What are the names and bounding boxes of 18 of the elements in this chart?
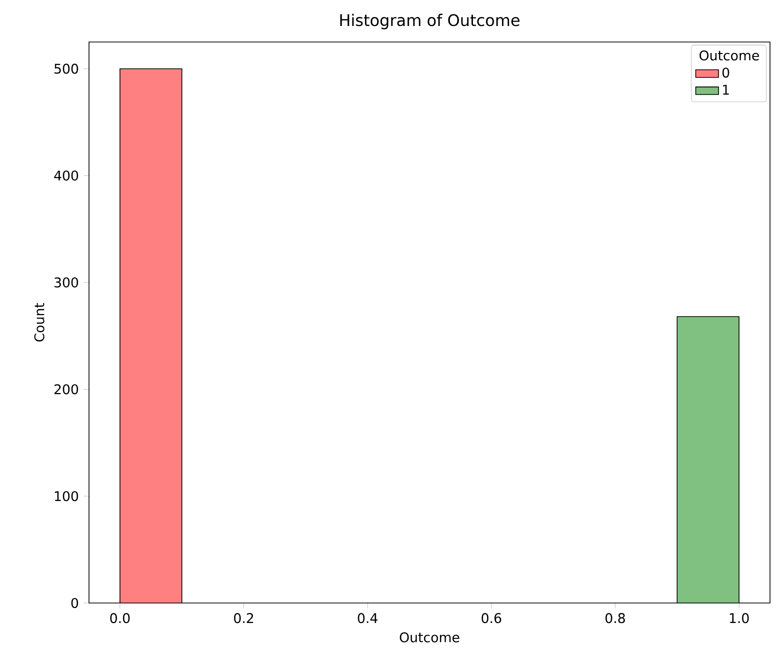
y-tick-label: 500 xyxy=(54,64,78,74)
legend-label: 0 xyxy=(722,68,730,78)
y-tick-label: 300 xyxy=(54,277,78,288)
y-axis-title: Count xyxy=(34,303,44,342)
x-tick-label: 1.0 xyxy=(730,613,749,624)
y-tick-label: 100 xyxy=(54,491,78,502)
legend-title: Outcome xyxy=(700,50,759,60)
y-tick-label: 0 xyxy=(71,598,78,608)
y-tick-label: 200 xyxy=(54,384,78,394)
x-tick-label: 0.2 xyxy=(234,613,254,624)
x-axis-title: Outcome xyxy=(400,632,460,642)
x-tick-label: 0.6 xyxy=(482,613,502,624)
x-tick-label: 0.0 xyxy=(110,613,130,624)
x-tick-label: 0.4 xyxy=(358,613,378,624)
x-tick-label: 0.8 xyxy=(606,613,625,624)
y-tick-label: 400 xyxy=(54,170,78,181)
legend-label: 1 xyxy=(723,84,729,95)
chart-title: Histogram of Outcome xyxy=(340,14,520,30)
